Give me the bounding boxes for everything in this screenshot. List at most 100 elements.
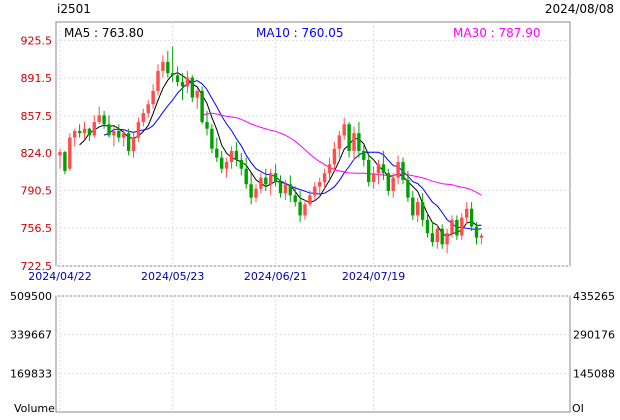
ma10-line <box>103 80 482 230</box>
candle-body <box>190 77 194 98</box>
volume-y-axis: 509500 339667 169833 <box>10 290 52 380</box>
candle-body <box>357 133 361 151</box>
symbol-label: i2501 <box>57 2 91 16</box>
candle-body <box>264 177 268 185</box>
candle-body <box>205 122 209 129</box>
candle-body <box>460 217 464 236</box>
candle-body <box>322 173 327 183</box>
candle-body <box>224 162 229 169</box>
candle-body <box>318 182 322 187</box>
price-tick-label: 925.5 <box>21 34 53 47</box>
candle-body <box>376 164 381 174</box>
candlestick-series <box>58 46 484 254</box>
candle-body <box>327 164 332 174</box>
volume-tick-label: 339667 <box>10 329 52 342</box>
ma30-line <box>202 112 482 196</box>
price-grid <box>56 22 570 267</box>
date-tick-label: 2024/07/19 <box>342 270 405 283</box>
candle-body <box>445 233 449 245</box>
candle-body <box>298 202 302 216</box>
candle-body <box>126 133 131 151</box>
volume-panel <box>55 295 571 413</box>
candle-body <box>371 173 376 183</box>
price-tick-label: 756.5 <box>21 222 53 235</box>
date-tick-label: 2024/05/23 <box>141 270 204 283</box>
candle-body <box>416 202 420 216</box>
candle-body <box>293 195 297 203</box>
price-tick-label: 790.5 <box>21 184 53 197</box>
candle-body <box>239 159 243 169</box>
oi-tick-label: 435265 <box>573 290 615 303</box>
candle-body <box>112 130 116 136</box>
candle-body <box>180 82 185 87</box>
candle-body <box>102 115 106 125</box>
candle-body <box>425 219 430 234</box>
price-y-axis: 925.5 891.5 857.5 824.0 790.5 756.5 722.5 <box>21 34 53 273</box>
oi-axis-label: OI <box>572 402 584 415</box>
candle-body <box>161 62 165 71</box>
candle-body <box>254 188 258 198</box>
candle-body <box>367 159 371 183</box>
candle-body <box>391 177 395 191</box>
candle-body <box>185 77 190 87</box>
candle-body <box>469 208 474 227</box>
candle-body <box>151 90 155 105</box>
candle-body <box>450 219 454 234</box>
candle-body <box>122 133 126 138</box>
candle-body <box>313 186 317 196</box>
candle-body <box>87 128 92 136</box>
date-label: 2024/08/08 <box>545 2 614 16</box>
candle-body <box>347 124 351 151</box>
candle-body <box>440 228 444 245</box>
candle-body <box>210 128 214 149</box>
candle-body <box>308 195 312 205</box>
candle-body <box>200 90 204 123</box>
candle-body <box>195 90 199 98</box>
candle-body <box>401 162 405 180</box>
candle-body <box>273 173 278 183</box>
candle-body <box>288 184 292 196</box>
oi-y-axis: 435265 290176 145088 <box>573 290 615 380</box>
candle-body <box>117 130 121 138</box>
candle-body <box>229 150 234 163</box>
candle-body <box>278 182 283 194</box>
candle-body <box>215 148 219 158</box>
candle-body <box>73 130 77 138</box>
price-panel <box>55 21 571 267</box>
candle-body <box>141 113 145 123</box>
date-tick-label: 2024/04/22 <box>28 270 91 283</box>
volume-tick-label: 169833 <box>10 367 52 380</box>
candle-body <box>420 202 425 220</box>
volume-axis-label: Volume <box>14 402 55 415</box>
candle-body <box>303 204 307 216</box>
candle-body <box>146 104 150 114</box>
price-tick-label: 824.0 <box>21 147 53 160</box>
candle-body <box>171 73 175 76</box>
candle-body <box>77 130 82 134</box>
candle-body <box>411 197 415 216</box>
candle-body <box>249 184 253 198</box>
price-tick-label: 722.5 <box>21 260 53 273</box>
candle-body <box>435 228 439 243</box>
ma30-label: MA30 : 787.90 <box>453 26 541 40</box>
candle-body <box>342 124 346 136</box>
candle-body <box>362 150 366 160</box>
candle-body <box>58 152 62 156</box>
price-tick-label: 857.5 <box>21 110 53 123</box>
volume-tick-label: 509500 <box>10 290 52 303</box>
price-tick-label: 891.5 <box>21 72 53 85</box>
candle-body <box>82 128 87 134</box>
candle-body <box>396 162 400 178</box>
candle-body <box>479 235 484 238</box>
candle-body <box>352 133 356 151</box>
candle-body <box>136 122 141 138</box>
candle-body <box>244 168 248 185</box>
candle-body <box>234 150 239 160</box>
candle-body <box>220 157 224 169</box>
candle-body <box>465 208 469 218</box>
candle-body <box>68 137 72 169</box>
candle-body <box>332 148 337 165</box>
candle-body <box>92 122 96 136</box>
ma10-label: MA10 : 760.05 <box>256 26 344 40</box>
candle-body <box>337 135 341 149</box>
